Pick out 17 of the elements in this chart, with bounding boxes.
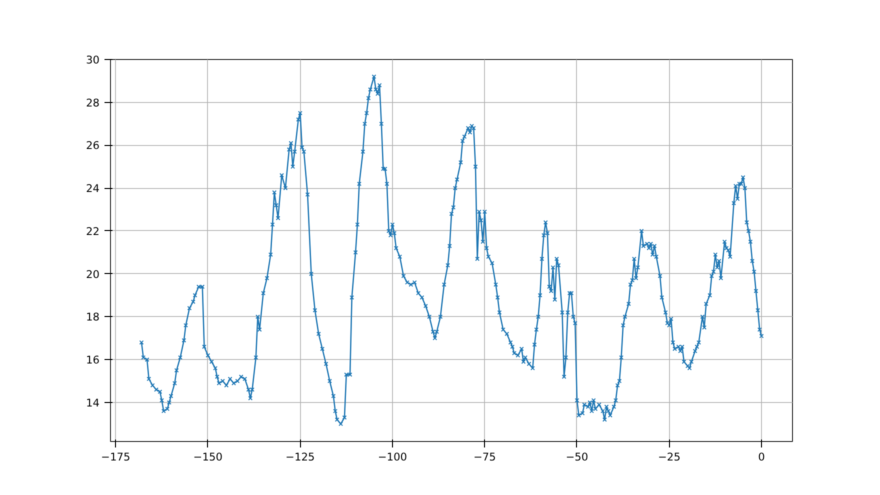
- x-tick-label: −50: [566, 450, 588, 464]
- y-tick-label: 24: [86, 182, 100, 196]
- x-tick-label: −175: [101, 450, 130, 464]
- y-tick-label: 30: [86, 54, 100, 66]
- x-tick-label: −100: [378, 450, 408, 464]
- y-tick-label: 20: [86, 268, 100, 281]
- y-tick-label: 28: [86, 96, 100, 110]
- x-tick-label: −25: [658, 450, 680, 464]
- x-tick-label: 0: [758, 450, 766, 464]
- x-tick-label: −75: [473, 450, 496, 464]
- y-tick-label: 14: [86, 396, 100, 410]
- y-tick-label: 18: [86, 310, 100, 324]
- x-tick-label: −150: [193, 450, 223, 464]
- y-tick-label: 22: [86, 224, 100, 238]
- x-tick-label: −125: [286, 450, 315, 464]
- y-tick-label: 16: [86, 354, 100, 367]
- y-tick-label: 26: [86, 139, 100, 152]
